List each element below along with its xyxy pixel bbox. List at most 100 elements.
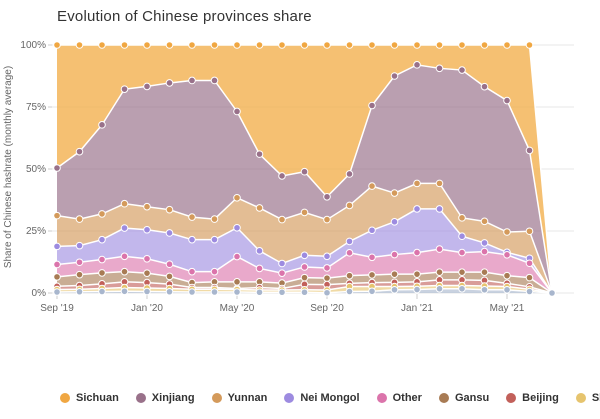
- point-sichuan[interactable]: [210, 41, 219, 49]
- point-sichuan[interactable]: [53, 41, 61, 49]
- point-qinghai[interactable]: [233, 288, 241, 296]
- point-qinghai[interactable]: [345, 287, 354, 296]
- point-yunnan[interactable]: [458, 214, 466, 222]
- point-sichuan[interactable]: [120, 41, 129, 49]
- point-nei-mongol[interactable]: [435, 205, 444, 213]
- point-other[interactable]: [210, 267, 219, 276]
- point-other[interactable]: [255, 264, 264, 273]
- point-yunnan[interactable]: [233, 193, 241, 202]
- point-xinjiang[interactable]: [75, 147, 84, 156]
- point-qinghai[interactable]: [503, 285, 511, 294]
- point-other[interactable]: [435, 245, 444, 253]
- point-qinghai[interactable]: [278, 288, 286, 297]
- point-sichuan[interactable]: [345, 41, 354, 49]
- point-other[interactable]: [233, 252, 241, 261]
- point-nei-mongol[interactable]: [188, 235, 196, 244]
- point-xinjiang[interactable]: [255, 150, 264, 158]
- point-xinjiang[interactable]: [233, 107, 241, 116]
- point-yunnan[interactable]: [345, 201, 354, 210]
- point-yunnan[interactable]: [368, 182, 376, 190]
- point-qinghai[interactable]: [390, 285, 399, 294]
- point-gansu[interactable]: [480, 268, 489, 276]
- point-yunnan[interactable]: [165, 205, 174, 214]
- point-yunnan[interactable]: [120, 199, 129, 208]
- point-qinghai[interactable]: [255, 288, 264, 297]
- point-qinghai[interactable]: [458, 284, 466, 293]
- point-gansu[interactable]: [233, 278, 241, 286]
- point-nei-mongol[interactable]: [255, 247, 264, 255]
- point-nei-mongol[interactable]: [323, 252, 331, 261]
- point-other[interactable]: [368, 253, 376, 262]
- point-yunnan[interactable]: [278, 215, 286, 224]
- point-yunnan[interactable]: [98, 210, 106, 218]
- point-nei-mongol[interactable]: [233, 223, 241, 232]
- point-xinjiang[interactable]: [390, 72, 399, 80]
- point-xinjiang[interactable]: [458, 66, 466, 74]
- point-sichuan[interactable]: [323, 41, 331, 49]
- legend-item-other[interactable]: Other: [376, 392, 422, 404]
- point-nei-mongol[interactable]: [210, 235, 219, 244]
- point-yunnan[interactable]: [75, 215, 84, 223]
- point-xinjiang[interactable]: [210, 76, 219, 85]
- point-other[interactable]: [188, 267, 196, 276]
- point-sichuan[interactable]: [188, 41, 196, 49]
- point-sichuan[interactable]: [255, 41, 264, 49]
- point-sichuan[interactable]: [458, 41, 466, 49]
- legend-item-sichuan[interactable]: Sichuan: [60, 392, 119, 404]
- point-other[interactable]: [278, 269, 286, 277]
- point-yunnan[interactable]: [188, 213, 196, 221]
- point-sichuan[interactable]: [525, 41, 534, 49]
- point-sichuan[interactable]: [390, 41, 399, 49]
- point-xinjiang[interactable]: [278, 172, 286, 180]
- point-other[interactable]: [503, 251, 511, 259]
- point-gansu[interactable]: [458, 268, 466, 276]
- point-sichuan[interactable]: [75, 41, 84, 49]
- point-sichuan[interactable]: [233, 41, 241, 49]
- point-xinjiang[interactable]: [323, 192, 331, 201]
- point-sichuan[interactable]: [278, 41, 286, 49]
- point-nei-mongol[interactable]: [278, 259, 286, 268]
- point-sichuan[interactable]: [503, 41, 511, 49]
- point-other[interactable]: [75, 258, 84, 267]
- point-xinjiang[interactable]: [120, 85, 129, 93]
- point-xinjiang[interactable]: [188, 76, 196, 85]
- point-sichuan[interactable]: [143, 41, 151, 49]
- point-sichuan[interactable]: [368, 41, 376, 49]
- point-nei-mongol[interactable]: [390, 218, 399, 226]
- point-nei-mongol[interactable]: [458, 232, 466, 241]
- point-xinjiang[interactable]: [300, 167, 309, 176]
- point-qinghai[interactable]: [53, 288, 61, 296]
- point-gansu[interactable]: [413, 270, 421, 278]
- point-yunnan[interactable]: [53, 211, 61, 220]
- point-other[interactable]: [120, 252, 129, 261]
- point-qinghai[interactable]: [300, 288, 309, 297]
- point-xinjiang[interactable]: [368, 101, 376, 110]
- point-gansu[interactable]: [390, 270, 399, 278]
- point-gansu[interactable]: [435, 268, 444, 276]
- point-gansu[interactable]: [323, 274, 331, 282]
- point-xinjiang[interactable]: [345, 170, 354, 178]
- point-qinghai[interactable]: [120, 287, 129, 296]
- point-qinghai[interactable]: [75, 287, 84, 296]
- point-xinjiang[interactable]: [435, 64, 444, 73]
- point-sichuan[interactable]: [165, 41, 174, 49]
- point-yunnan[interactable]: [323, 215, 331, 224]
- point-gansu[interactable]: [165, 272, 174, 281]
- legend-item-yunnan[interactable]: Yunnan: [211, 392, 267, 404]
- legend-item-nei-mongol[interactable]: Nei Mongol: [284, 392, 360, 404]
- point-gansu[interactable]: [143, 269, 151, 277]
- point-qinghai[interactable]: [480, 285, 489, 294]
- point-nei-mongol[interactable]: [165, 229, 174, 237]
- point-yunnan[interactable]: [525, 227, 534, 236]
- point-other[interactable]: [143, 254, 151, 263]
- point-xinjiang[interactable]: [525, 146, 534, 155]
- point-xinjiang[interactable]: [98, 121, 106, 129]
- point-other[interactable]: [345, 249, 354, 257]
- point-qinghai[interactable]: [188, 288, 196, 296]
- point-xinjiang[interactable]: [53, 164, 61, 172]
- point-gansu[interactable]: [75, 270, 84, 279]
- point-other[interactable]: [480, 247, 489, 256]
- legend-item-xinjiang[interactable]: Xinjiang: [135, 392, 195, 404]
- point-sichuan[interactable]: [300, 41, 309, 49]
- point-yunnan[interactable]: [435, 179, 444, 188]
